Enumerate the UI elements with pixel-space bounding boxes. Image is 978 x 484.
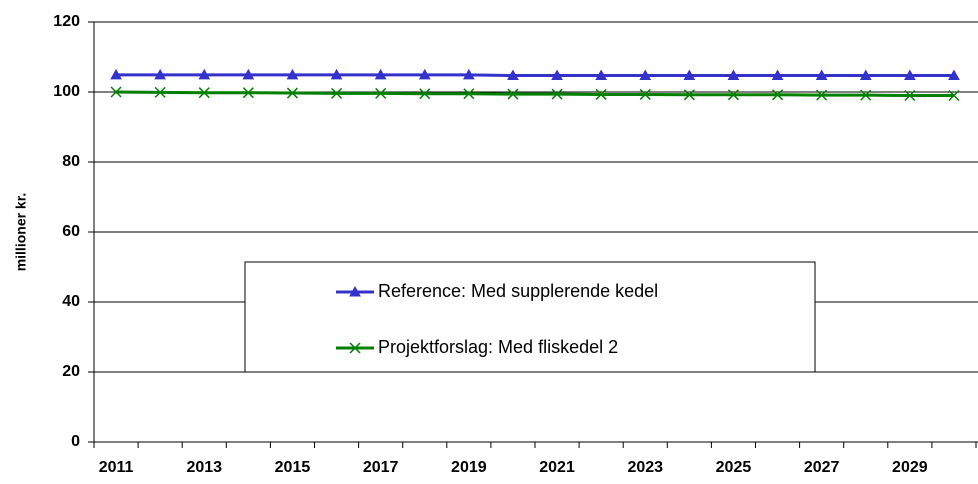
x-tick-label: 2011 bbox=[99, 459, 134, 476]
marker bbox=[110, 86, 122, 98]
marker bbox=[727, 89, 739, 101]
x-tick-label: 2027 bbox=[804, 459, 840, 476]
x-tick-label: 2029 bbox=[892, 459, 928, 476]
marker bbox=[286, 68, 299, 80]
legend-label: Projektforslag: Med fliskedel 2 bbox=[378, 337, 618, 357]
marker bbox=[727, 69, 740, 81]
marker bbox=[860, 89, 872, 101]
marker bbox=[242, 87, 254, 99]
marker bbox=[683, 69, 696, 81]
x-tick-label: 2015 bbox=[275, 459, 311, 476]
y-tick-label: 40 bbox=[62, 293, 80, 310]
marker bbox=[154, 86, 166, 98]
marker bbox=[771, 69, 784, 81]
marker bbox=[551, 69, 563, 81]
marker bbox=[331, 87, 343, 99]
x-tick-label: 2025 bbox=[716, 459, 752, 476]
series-line bbox=[116, 90, 954, 97]
legend-box bbox=[244, 261, 816, 373]
marker bbox=[904, 69, 916, 81]
marker bbox=[816, 89, 828, 101]
marker bbox=[198, 68, 211, 80]
marker bbox=[595, 88, 607, 100]
marker bbox=[507, 69, 519, 81]
marker bbox=[419, 88, 431, 100]
y-tick-label: 0 bbox=[71, 433, 80, 450]
y-tick-label: 120 bbox=[53, 13, 80, 30]
marker bbox=[948, 89, 960, 102]
marker bbox=[904, 89, 916, 102]
x-tick-label: 2021 bbox=[539, 459, 575, 476]
marker bbox=[375, 87, 387, 99]
marker bbox=[374, 68, 387, 80]
x-tick-label: 2023 bbox=[627, 459, 663, 476]
marker bbox=[330, 68, 343, 80]
marker bbox=[198, 87, 210, 99]
y-tick-label: 20 bbox=[62, 363, 80, 380]
marker bbox=[110, 68, 122, 80]
y-tick-label: 100 bbox=[53, 83, 80, 100]
marker bbox=[286, 87, 298, 99]
marker bbox=[349, 285, 361, 297]
legend-label: Reference: Med supplerende kedel bbox=[378, 281, 658, 301]
y-axis-label: millioner kr. bbox=[13, 193, 29, 272]
marker bbox=[154, 68, 166, 80]
x-tick-label: 2017 bbox=[363, 459, 399, 476]
y-tick-label: 80 bbox=[62, 153, 80, 170]
marker bbox=[463, 68, 475, 80]
marker bbox=[507, 88, 519, 100]
marker bbox=[418, 68, 431, 80]
marker bbox=[683, 89, 695, 101]
legend: Reference: Med supplerende kedel Projektf… bbox=[244, 261, 816, 373]
marker bbox=[639, 88, 651, 100]
marker bbox=[639, 69, 652, 81]
marker bbox=[595, 69, 607, 81]
series-line bbox=[116, 73, 954, 78]
marker bbox=[948, 69, 960, 81]
marker bbox=[551, 88, 563, 100]
marker bbox=[772, 89, 784, 101]
y-tick-label: 60 bbox=[62, 223, 80, 240]
marker bbox=[815, 69, 828, 81]
marker bbox=[349, 342, 361, 354]
x-tick-label: 2019 bbox=[451, 459, 487, 476]
x-tick-label: 2013 bbox=[186, 459, 222, 476]
marker bbox=[242, 68, 255, 80]
marker bbox=[463, 88, 475, 100]
marker bbox=[859, 69, 872, 81]
